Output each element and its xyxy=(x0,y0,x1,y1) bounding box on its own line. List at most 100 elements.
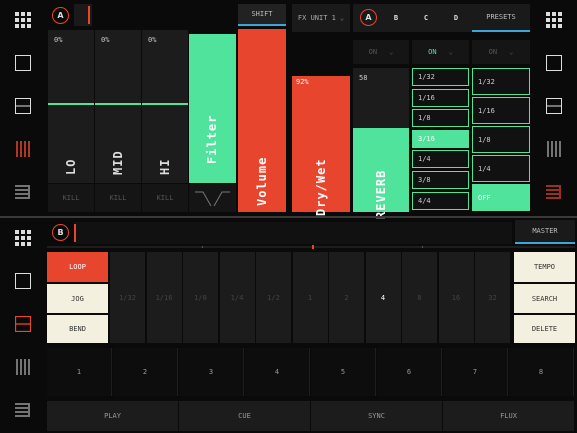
eq-lo-value: 0% xyxy=(54,36,63,44)
list-icon[interactable] xyxy=(15,402,31,418)
fx-tab-c[interactable]: C xyxy=(423,14,429,22)
loop-size-button[interactable]: 1 xyxy=(292,252,328,343)
grid-icon[interactable] xyxy=(15,230,31,246)
fx-tab-b[interactable]: B xyxy=(393,14,399,22)
filter-fader[interactable]: Filter xyxy=(189,34,236,183)
faders-icon[interactable] xyxy=(15,141,31,157)
cue-pad[interactable]: 1 xyxy=(47,348,112,396)
split-icon[interactable] xyxy=(15,316,31,332)
reverb-fader[interactable]: 58 REVERB xyxy=(353,68,409,219)
shift-button[interactable]: SHIFT xyxy=(238,4,286,26)
loop-size-button[interactable]: 32 xyxy=(475,252,510,343)
kill-hi-button[interactable]: KILL xyxy=(142,184,188,212)
beat-2-button[interactable]: 1/16 xyxy=(472,97,530,124)
pad-icon[interactable] xyxy=(15,55,31,71)
loop-size-button[interactable]: 1/4 xyxy=(219,252,255,343)
cue-pad[interactable]: 4 xyxy=(245,348,310,396)
loop-size-button[interactable]: 8 xyxy=(402,252,437,343)
fx-tabs xyxy=(353,4,530,32)
bend-mode-button[interactable]: BEND xyxy=(47,315,108,343)
on-label-3: ON xyxy=(488,48,498,56)
eq-mid[interactable]: 0% MID xyxy=(95,30,141,183)
deck-b-badge: B xyxy=(52,224,69,241)
beat-1-button[interactable]: 3/16 xyxy=(412,129,469,148)
cue-pad[interactable]: 5 xyxy=(311,348,376,396)
master-button[interactable]: MASTER xyxy=(515,220,575,244)
presets-tab[interactable]: PRESETS xyxy=(472,4,530,32)
tempo-button[interactable]: TEMPO xyxy=(514,252,575,282)
beat-ruler xyxy=(47,245,575,249)
filter-curve-icon xyxy=(195,191,230,207)
beat-1-button[interactable]: 4/4 xyxy=(412,191,469,210)
loop-size-button[interactable]: 4 xyxy=(365,252,401,343)
split-icon[interactable] xyxy=(546,98,562,114)
beat-1-button[interactable]: 1/32 xyxy=(412,68,469,86)
fx-tab-a[interactable]: A xyxy=(360,9,377,26)
list-icon[interactable] xyxy=(546,184,562,200)
search-button[interactable]: SEARCH xyxy=(514,284,575,313)
deck-a-badge: A xyxy=(52,7,69,24)
loop-mode-button[interactable]: LOOP xyxy=(47,252,108,282)
beat-1-button[interactable]: 3/8 xyxy=(412,171,469,189)
loop-size-button[interactable]: 1/8 xyxy=(183,252,218,343)
kill-lo-button[interactable]: KILL xyxy=(48,184,94,212)
beat2-on-toggle[interactable]: ON ⌄ xyxy=(472,40,530,64)
split-icon[interactable] xyxy=(15,98,31,114)
loop-size-button[interactable]: 1/32 xyxy=(110,252,145,343)
reverb-value: 58 xyxy=(359,74,368,82)
cue-pad[interactable]: 8 xyxy=(509,348,574,396)
beat1-on-toggle[interactable]: ON ⌄ xyxy=(412,40,469,64)
eq-mid-value: 0% xyxy=(101,36,110,44)
eq-lo-label: LO xyxy=(64,158,78,175)
pad-icon[interactable] xyxy=(15,273,31,289)
filter-curve-buttons[interactable] xyxy=(189,184,236,212)
dry-wet-fader[interactable]: 92% Dry/Wet xyxy=(292,76,350,216)
loop-size-button[interactable]: 2 xyxy=(329,252,364,343)
transport-button[interactable]: CUE xyxy=(179,401,310,431)
reverb-label: REVERB xyxy=(374,169,388,219)
on-label-2: ON xyxy=(428,48,437,56)
eq-hi-label: HI xyxy=(158,158,172,175)
fx-unit-label: FX UNIT 1 xyxy=(297,14,336,22)
beat-2-button[interactable]: OFF xyxy=(472,184,530,211)
left-rail-top xyxy=(0,0,46,215)
cue-pad[interactable]: 3 xyxy=(179,348,244,396)
transport-button[interactable]: SYNC xyxy=(311,401,442,431)
list-icon[interactable] xyxy=(15,184,31,200)
beat-2-button[interactable]: 1/8 xyxy=(472,126,530,153)
eq-lo[interactable]: 0% LO xyxy=(48,30,94,183)
loop-size-button[interactable]: 1/2 xyxy=(256,252,291,343)
faders-icon[interactable] xyxy=(15,359,31,375)
eq-hi[interactable]: 0% HI xyxy=(142,30,188,183)
volume-fader[interactable]: Volume xyxy=(238,29,286,212)
grid-icon[interactable] xyxy=(15,12,31,28)
beat-1-button[interactable]: 1/16 xyxy=(412,88,469,107)
beat-2-button[interactable]: 1/32 xyxy=(472,68,530,95)
cue-pad[interactable]: 7 xyxy=(443,348,508,396)
chevron-down-icon: ⌄ xyxy=(509,48,514,56)
loop-size-button[interactable]: 1/16 xyxy=(146,252,182,343)
kill-mid-button[interactable]: KILL xyxy=(95,184,141,212)
fx-tab-d[interactable]: D xyxy=(453,14,459,22)
cue-pad[interactable]: 6 xyxy=(377,348,442,396)
volume-label: Volume xyxy=(255,156,269,206)
deck-a-waveform[interactable] xyxy=(74,4,92,26)
chevron-down-icon: ⌄ xyxy=(339,14,345,22)
deck-b-waveform[interactable] xyxy=(74,222,512,244)
loop-size-button[interactable]: 16 xyxy=(438,252,474,343)
reverb-on-toggle[interactable]: ON ⌄ xyxy=(353,40,409,64)
beat-2-button[interactable]: 1/4 xyxy=(472,155,530,182)
transport-button[interactable]: PLAY xyxy=(47,401,178,431)
delete-button[interactable]: DELETE xyxy=(514,315,575,343)
pad-icon[interactable] xyxy=(546,55,562,71)
eq-hi-level xyxy=(142,103,188,105)
fx-unit-select[interactable]: FX UNIT 1 ⌄ xyxy=(292,4,350,32)
transport-button[interactable]: FLUX xyxy=(443,401,574,431)
beat-1-button[interactable]: 1/4 xyxy=(412,150,469,169)
grid-icon[interactable] xyxy=(546,12,562,28)
cue-pad[interactable]: 2 xyxy=(113,348,178,396)
faders-icon[interactable] xyxy=(546,141,562,157)
jog-mode-button[interactable]: JOG xyxy=(47,284,108,313)
eq-mid-level xyxy=(95,103,141,105)
beat-1-button[interactable]: 1/8 xyxy=(412,109,469,128)
